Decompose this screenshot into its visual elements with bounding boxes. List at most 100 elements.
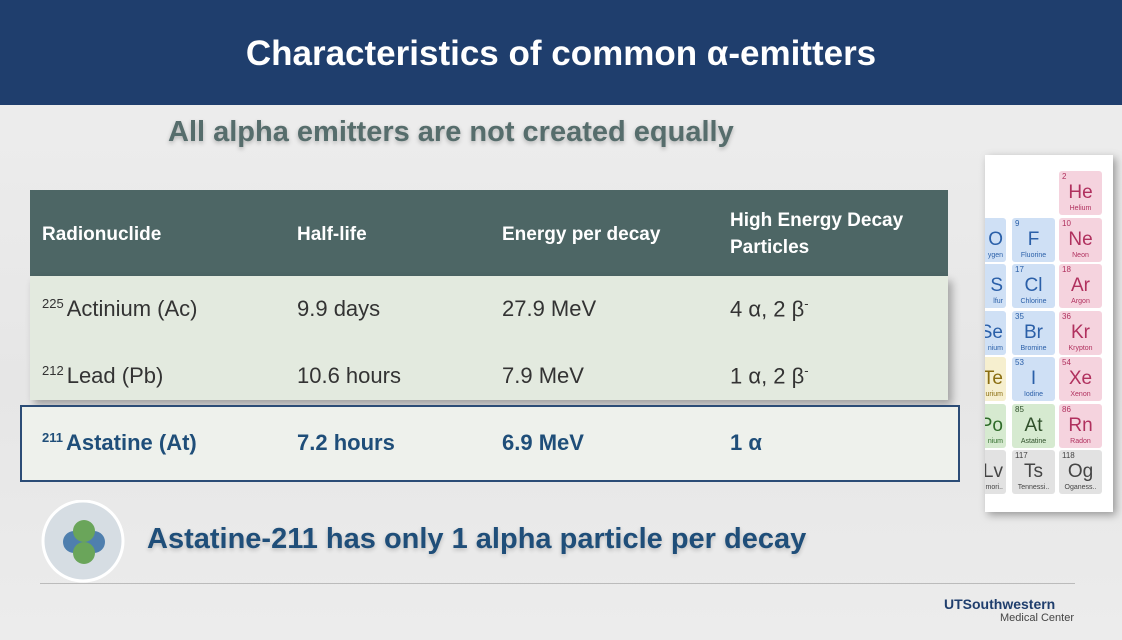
atomic-number: 86 xyxy=(1062,404,1071,414)
symbol: Cl xyxy=(1024,275,1043,296)
element-name: Lead (Pb) xyxy=(66,363,164,389)
element-label: Fluorine xyxy=(1020,251,1047,259)
column-header: Energy per decay xyxy=(502,224,661,245)
column-header: Radionuclide xyxy=(42,224,162,245)
symbol: At xyxy=(1024,414,1043,436)
energy: 6.9 MeV xyxy=(502,430,584,455)
half-life: 7.2 hours xyxy=(297,430,395,455)
element-label: Bromine xyxy=(1020,344,1047,352)
element-cell: 9 F Fluorine xyxy=(1012,217,1055,262)
symbol: Se xyxy=(985,321,1003,343)
symbol: S xyxy=(990,275,1003,296)
symbol: He xyxy=(1068,182,1093,203)
highlight-box xyxy=(20,405,960,482)
mass-number: 225 xyxy=(42,296,64,311)
atomic-number: 35 xyxy=(1015,311,1024,321)
atomic-number: 118 xyxy=(1062,451,1075,460)
particles-text: 1 α, 2 β xyxy=(730,363,805,389)
element-label: Astatine xyxy=(1020,437,1047,445)
conclusion: Astatine-211 has only 1 alpha particle p… xyxy=(147,523,807,555)
element-cell: 54 Xe Xenon xyxy=(1059,357,1102,401)
element-cell: Se nium xyxy=(985,310,1006,355)
element-cell: 118 Og Oganess.. xyxy=(1059,450,1102,494)
table-header xyxy=(30,190,948,276)
symbol: F xyxy=(1027,228,1040,250)
symbol: Te xyxy=(985,368,1003,389)
icon-ball xyxy=(73,542,95,564)
particles: 1 α, 2 β- xyxy=(730,363,809,389)
symbol: Po xyxy=(985,414,1003,436)
element-cell: 117 Ts Tennessi.. xyxy=(1012,450,1055,494)
element-cell: Lv mori.. xyxy=(985,450,1006,494)
element-cell: 53 I Iodine xyxy=(1012,357,1055,401)
element-label: nium xyxy=(987,437,1003,445)
element-name: Astatine (At) xyxy=(65,430,197,456)
atomic-number: 54 xyxy=(1062,358,1071,367)
atomic-number: 85 xyxy=(1015,404,1024,414)
column-header: Half-life xyxy=(297,224,367,245)
title: Characteristics of common α-emitters xyxy=(245,34,877,73)
logo-name: UTSouthwestern xyxy=(944,596,1056,612)
symbol: Ne xyxy=(1068,228,1093,250)
symbol: Rn xyxy=(1068,414,1093,436)
atomic-number: 36 xyxy=(1062,311,1071,321)
symbol: Ar xyxy=(1071,275,1090,296)
particles-text: 4 α, 2 β xyxy=(730,296,805,322)
radionuclide: 211 Astatine (At) xyxy=(42,430,197,456)
element-label: urium xyxy=(985,391,1003,398)
symbol: Kr xyxy=(1071,321,1090,343)
symbol: Og xyxy=(1067,461,1094,482)
element-cell: Te urium xyxy=(985,357,1006,401)
element-cell: 17 Cl Chlorine xyxy=(1012,264,1055,308)
element-label: lfur xyxy=(993,298,1003,305)
particles: 4 α, 2 β- xyxy=(730,296,809,322)
element-cell: 10 Ne Neon xyxy=(1059,217,1102,262)
symbol: Br xyxy=(1024,321,1043,343)
atomic-number: 10 xyxy=(1062,218,1071,228)
element-cell: 86 Rn Radon xyxy=(1059,403,1102,448)
atomic-number: 9 xyxy=(1015,218,1020,228)
element-name: Actinium (Ac) xyxy=(66,296,198,322)
element-label: Oganess.. xyxy=(1064,484,1097,491)
element-label: Neon xyxy=(1072,251,1089,259)
element-label: Xenon xyxy=(1070,391,1091,398)
element-label: mori.. xyxy=(985,484,1004,491)
subtitle: All alpha emitters are not created equal… xyxy=(168,116,734,148)
column-header: High Energy Decay Particles xyxy=(730,210,904,258)
header-band xyxy=(0,0,1122,105)
particles: 1 α xyxy=(730,430,762,456)
element-cell: 35 Br Bromine xyxy=(1012,310,1055,355)
logo-subname: Medical Center xyxy=(1000,612,1074,624)
element-label: nium xyxy=(987,344,1003,352)
radionuclide: 225 Actinium (Ac) xyxy=(42,296,198,322)
atomic-number: 53 xyxy=(1015,358,1024,367)
half-life: 10.6 hours xyxy=(297,363,401,388)
atomic-number: 17 xyxy=(1015,265,1024,274)
element-label: Helium xyxy=(1069,205,1092,212)
icon-ball xyxy=(73,520,95,542)
half-life: 9.9 days xyxy=(297,296,381,321)
element-label: Krypton xyxy=(1068,344,1093,352)
atom-icon xyxy=(41,500,125,583)
symbol: Xe xyxy=(1068,368,1093,389)
element-label: Iodine xyxy=(1023,391,1044,398)
atomic-number: 117 xyxy=(1015,451,1028,460)
divider xyxy=(40,583,1075,584)
element-label: Tennessi.. xyxy=(1017,484,1050,491)
atomic-number: 2 xyxy=(1062,172,1067,181)
atomic-number: 18 xyxy=(1062,265,1071,274)
element-label: Radon xyxy=(1070,437,1091,445)
element-label: Argon xyxy=(1071,298,1090,305)
symbol: O xyxy=(988,228,1003,250)
element-cell: 2 He Helium xyxy=(1059,171,1102,215)
mass-number: 212 xyxy=(42,363,64,378)
energy: 27.9 MeV xyxy=(502,296,597,321)
symbol: Lv xyxy=(985,461,1003,482)
particles-text: 1 α xyxy=(730,430,762,455)
element-cell: Po nium xyxy=(985,403,1006,448)
radionuclide: 212 Lead (Pb) xyxy=(42,363,163,389)
